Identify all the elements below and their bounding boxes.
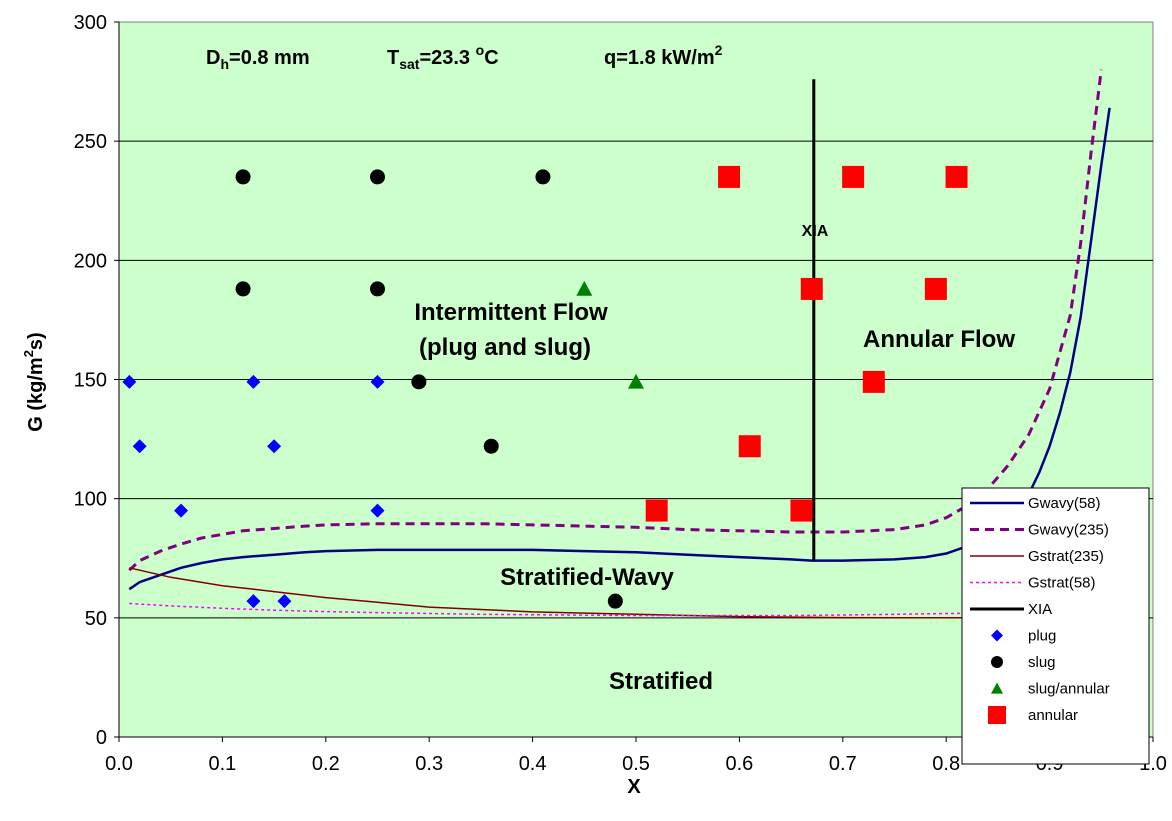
y-tick-label: 0 [96,727,107,749]
point-slug [607,593,623,609]
x-tick-label: 0.1 [208,753,236,775]
legend-label-plug: plug [1028,628,1056,645]
point-slug [411,374,427,390]
x-tick-label: 0.3 [415,753,443,775]
point-plug [174,503,189,518]
condition-dh: Dh=0.8 mm [206,47,310,72]
point-plug [246,594,261,609]
legend-label-gstrat-58: Gstrat(58) [1028,575,1096,592]
x-tick-label: 0.6 [725,753,753,775]
x-tick-label: 0.2 [312,753,340,775]
point-plug [277,594,292,609]
series-line-gwavy-235 [128,69,1103,572]
y-axis-title-tail: s) [25,332,47,350]
y-axis-title: G (kg/m2s) [21,332,47,431]
point-slug [370,281,385,297]
xia-label: XIA [802,223,829,240]
legend-swatch-plug [991,629,1003,642]
condition-tsat-sup: o [476,42,485,58]
region-stratified-wavy: Stratified-Wavy [500,564,674,591]
point-slug [370,169,385,185]
y-tick-label: 50 [85,608,107,630]
point-annular [862,370,885,393]
legend: Gwavy(58) Gwavy(235) Gstrat(235) Gstrat(58)… [961,487,1150,765]
condition-q: q=1.8 kW/m2 [604,42,723,69]
point-slug [535,169,551,185]
point-plug [132,439,147,454]
point-slug-annular [628,373,644,389]
x-tick-label: 0.5 [622,753,650,775]
point-slug-annular [576,280,593,296]
legend-swatch-slug-annular [991,682,1003,694]
condition-dh-main: D [206,47,220,69]
legend-label-slug-annular: slug/annular [1028,681,1110,698]
point-plug [122,374,137,389]
point-plug [246,374,261,389]
point-annular [924,277,947,300]
series-markers [122,165,968,609]
legend-label-gstrat-235: Gstrat(235) [1028,548,1104,565]
condition-tsat-tail: =23.3 [419,47,475,69]
point-annular [842,165,865,188]
point-annular [790,499,813,522]
condition-dh-sub: h [220,56,229,72]
legend-swatch-annular [988,706,1006,724]
series-lines [128,69,1111,619]
y-axis-title-main: G (kg/m [25,357,47,431]
point-annular [945,165,968,188]
legend-label-annular: annular [1028,707,1078,724]
x-tick-label: 0.4 [519,753,547,775]
condition-tsat: Tsat=23.3 oC [387,42,499,72]
point-annular [718,165,741,188]
condition-q-main: q=1.8 kW/m [604,47,715,69]
point-slug [235,169,251,185]
legend-label-xia: XIA [1028,601,1052,618]
region-intermittent-line2: (plug and slug) [419,334,591,361]
point-slug [235,281,251,297]
region-intermittent-line1: Intermittent Flow [414,299,608,326]
legend-label-slug: slug [1028,654,1056,671]
legend-label-gwavy-235: Gwavy(235) [1028,522,1109,539]
condition-tsat-sub: sat [399,56,420,72]
series-line-gwavy-58 [128,107,1111,591]
legend-label-gwavy-58: Gwavy(58) [1028,495,1101,512]
point-annular [738,435,761,458]
point-plug [267,439,282,454]
condition-q-sup: 2 [715,42,723,58]
y-tick-label: 200 [74,250,107,272]
point-plug [370,374,385,389]
x-tick-label: 0.8 [932,753,960,775]
y-axis-title-sup: 2 [21,350,36,357]
x-tick-label: 0.0 [105,753,133,775]
condition-tsat-main: T [387,47,399,69]
region-annular: Annular Flow [863,326,1015,353]
y-tick-label: 100 [74,489,107,511]
y-tick-label: 300 [74,12,107,34]
region-stratified: Stratified [609,668,713,695]
x-tick-label: 0.7 [829,753,857,775]
x-axis-title: X [627,776,641,798]
series-line-gstrat-235 [129,567,1102,619]
point-plug [370,503,385,518]
point-annular [800,277,823,300]
point-slug [483,438,499,454]
y-tick-label: 250 [74,131,107,153]
legend-swatch-slug [991,656,1003,668]
condition-dh-tail: =0.8 mm [229,47,310,69]
series-line-gstrat-58 [129,602,1102,617]
condition-tsat-tail2: C [484,47,498,69]
y-tick-label: 150 [74,370,107,392]
point-annular [645,499,668,522]
